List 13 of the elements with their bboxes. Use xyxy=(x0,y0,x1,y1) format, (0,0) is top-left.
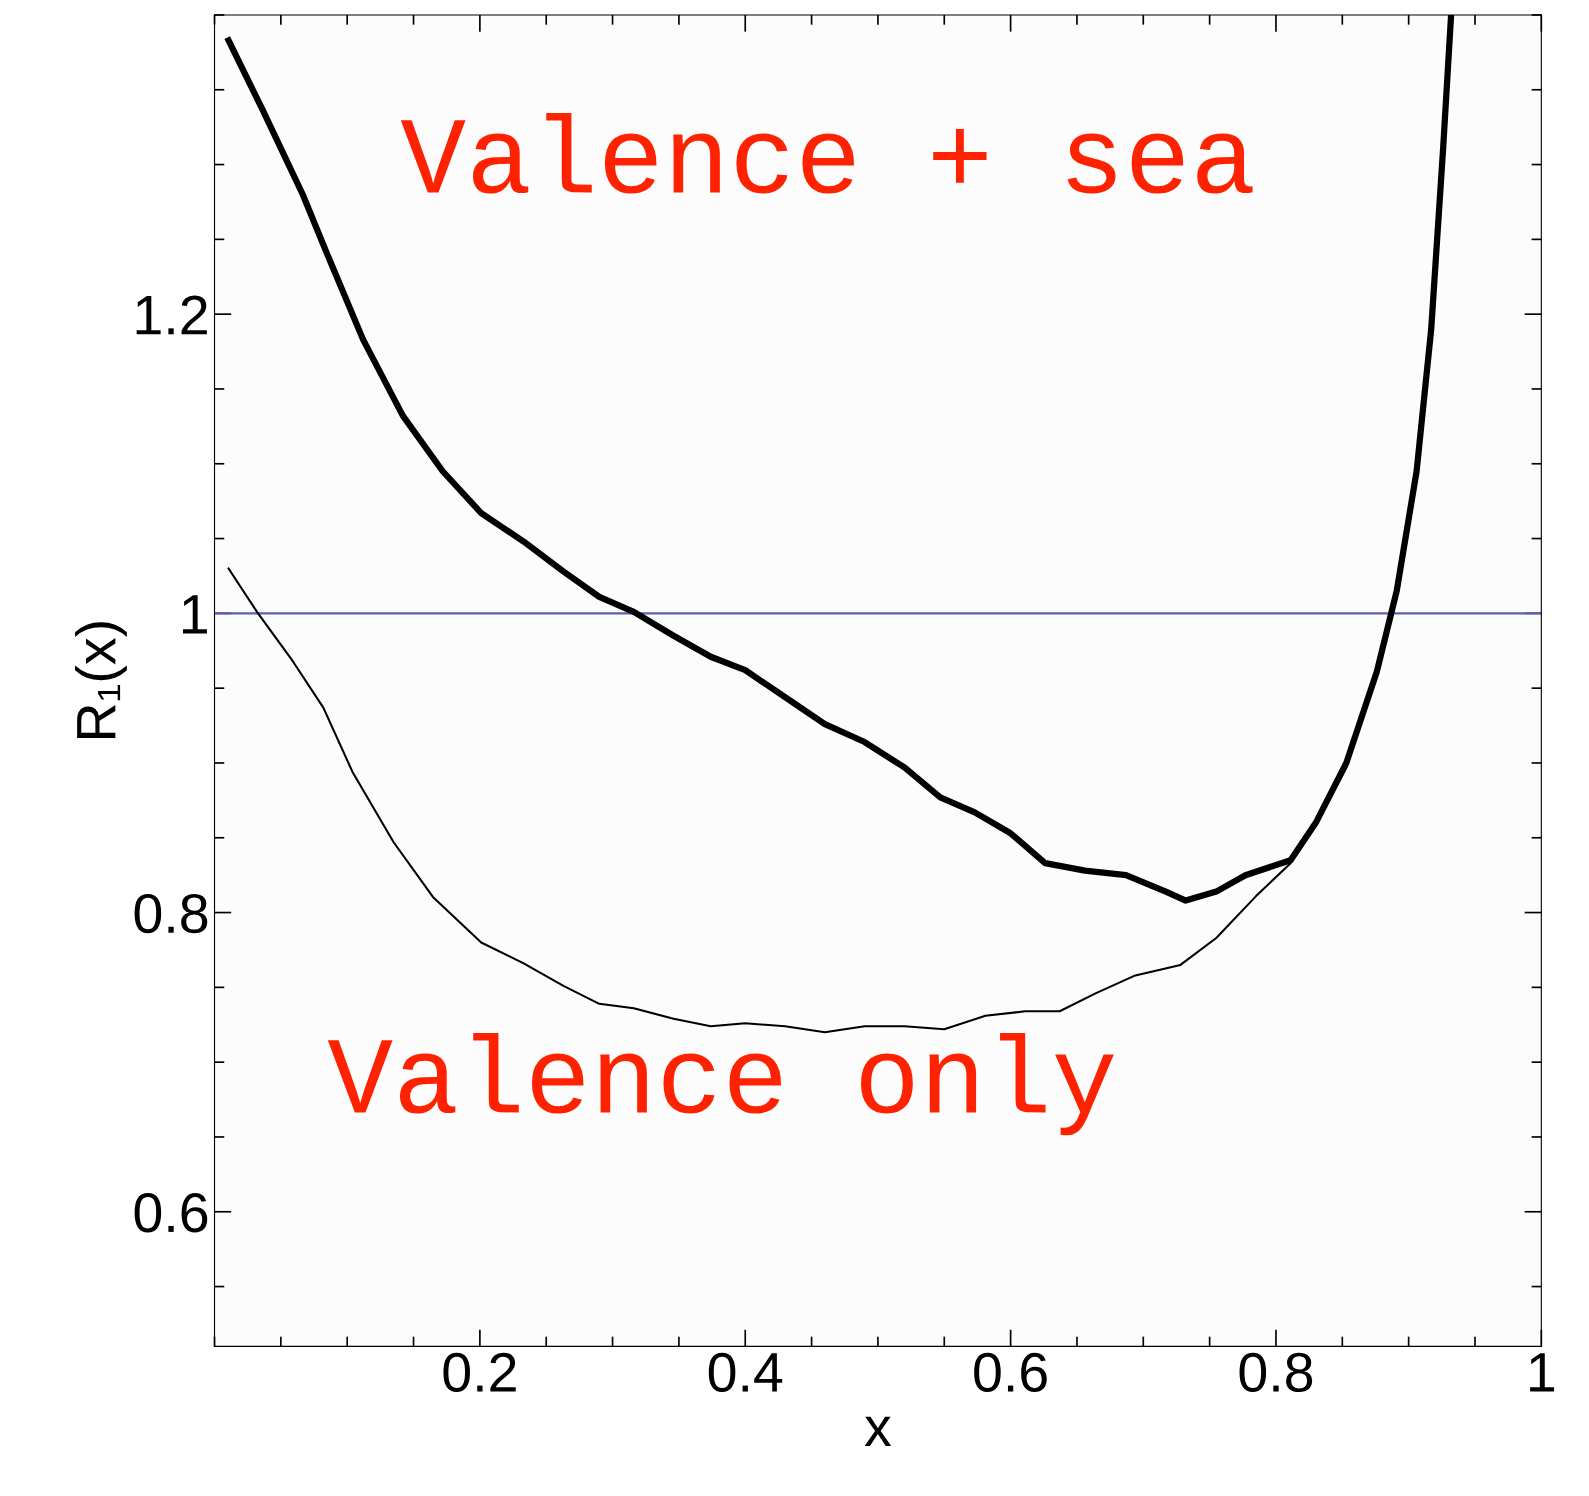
x-tick-label: 0.2 xyxy=(443,1352,516,1393)
x-axis-title: x xyxy=(864,1416,892,1447)
x-tick-label: 0.6 xyxy=(974,1352,1047,1393)
x-tick-label: 0.8 xyxy=(1239,1352,1313,1393)
y-axis-title: R₁(x) xyxy=(75,622,127,738)
y-tick-label: 1.2 xyxy=(136,295,207,335)
y-tick-label: 0.6 xyxy=(134,1193,208,1233)
y-tick-label: 1 xyxy=(183,595,207,634)
x-tick-label: 0.4 xyxy=(708,1352,783,1393)
y-tick-label: 0.8 xyxy=(134,893,208,934)
annotation: Valence only xyxy=(327,1032,1114,1136)
x-tick-label: 1 xyxy=(1530,1353,1555,1392)
annotation: Valence + sea xyxy=(400,112,1253,194)
